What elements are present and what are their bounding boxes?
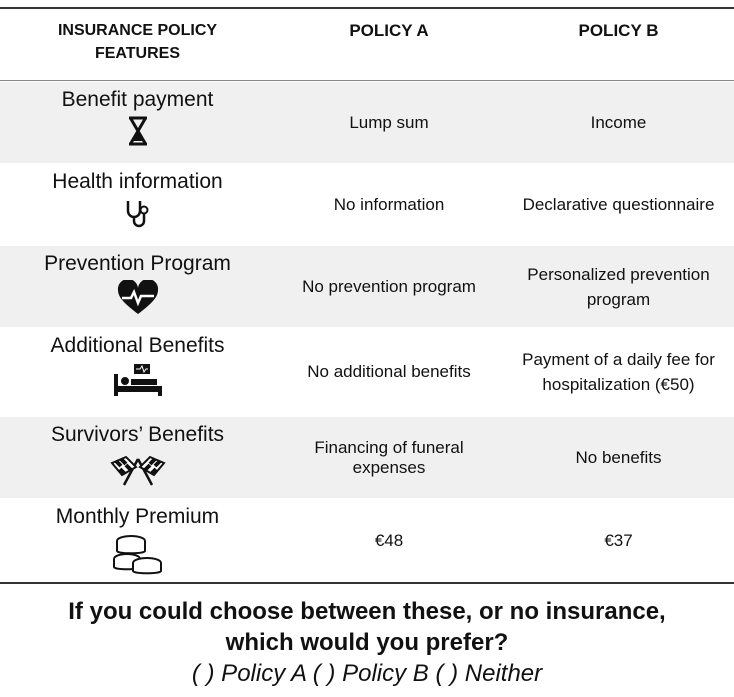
part: Prevention Program: [0, 246, 275, 327]
part: Additional Benefits: [0, 328, 275, 416]
coins-icon: [112, 535, 162, 575]
part: [135, 364, 148, 374]
hourglass-icon: [128, 116, 147, 146]
row: Monthly Premium €48 €37: [0, 498, 734, 582]
question: If you could choose between these, or no…: [68, 598, 666, 656]
header-row: INSURANCE POLICY FEATURES POLICY A POLIC…: [0, 9, 734, 81]
part: [128, 116, 147, 146]
cell: No additional benefits: [307, 362, 471, 381]
header-cell: POLICY B: [578, 21, 659, 40]
part: Survivors’ Benefits: [0, 417, 275, 498]
part: [113, 374, 118, 396]
heart-icon: [117, 280, 158, 314]
header-cell: INSURANCE POLICY FEATURES: [57, 22, 218, 62]
feature: Health information: [52, 170, 223, 193]
part: [133, 364, 150, 374]
cell: Personalized prevention program: [527, 264, 710, 309]
bed-icon: [113, 364, 162, 396]
feature: Prevention Program: [44, 252, 231, 275]
part: Health information: [0, 164, 275, 245]
part: [157, 386, 162, 396]
header-cell: POLICY A: [349, 21, 429, 40]
part: [115, 541, 146, 555]
part: [117, 280, 158, 314]
part: [131, 563, 162, 575]
part: [122, 458, 153, 486]
options: ( ) Policy A ( ) Policy B ( ) Neither: [191, 660, 543, 687]
part: Benefit payment: [0, 82, 275, 163]
part: Monthly Premium: [0, 499, 275, 582]
cell: €37: [604, 531, 633, 550]
comparison-table: INSURANCE POLICY FEATURES POLICY A POLIC…: [0, 7, 734, 584]
part: [139, 205, 148, 215]
part: [112, 535, 162, 575]
cell: Payment of a daily fee for hospitalizati…: [522, 350, 715, 394]
flags-icon: [109, 455, 166, 486]
part: [117, 386, 162, 392]
row: Survivors’ Benefits Financing of funeral…: [0, 416, 734, 498]
part: [121, 288, 154, 307]
row: Health information No information Declar…: [0, 163, 734, 245]
part: [120, 377, 129, 385]
cell: No prevention program: [302, 276, 476, 296]
part: [132, 133, 143, 141]
part: [114, 457, 132, 476]
feature: Monthly Premium: [55, 505, 220, 528]
cell: No information: [333, 194, 445, 214]
feature: Additional Benefits: [50, 334, 225, 357]
cell: Financing of funeral expenses: [314, 437, 464, 477]
cell: Declarative questionnaire: [522, 195, 715, 214]
stethoscope-icon: [126, 201, 148, 228]
row: Additional Benefits No additional benefi…: [0, 327, 734, 416]
cell: No benefits: [575, 448, 662, 467]
part: [143, 457, 161, 476]
row: Prevention Program No prevention program…: [0, 245, 734, 327]
cell: Lump sum: [349, 112, 429, 132]
feature: Survivors’ Benefits: [50, 423, 225, 446]
cell: Income: [590, 113, 647, 132]
feature: Benefit payment: [61, 88, 214, 111]
row: Benefit payment Lump sum Income: [0, 81, 734, 163]
cell: €48: [374, 530, 404, 550]
part: [130, 379, 157, 385]
